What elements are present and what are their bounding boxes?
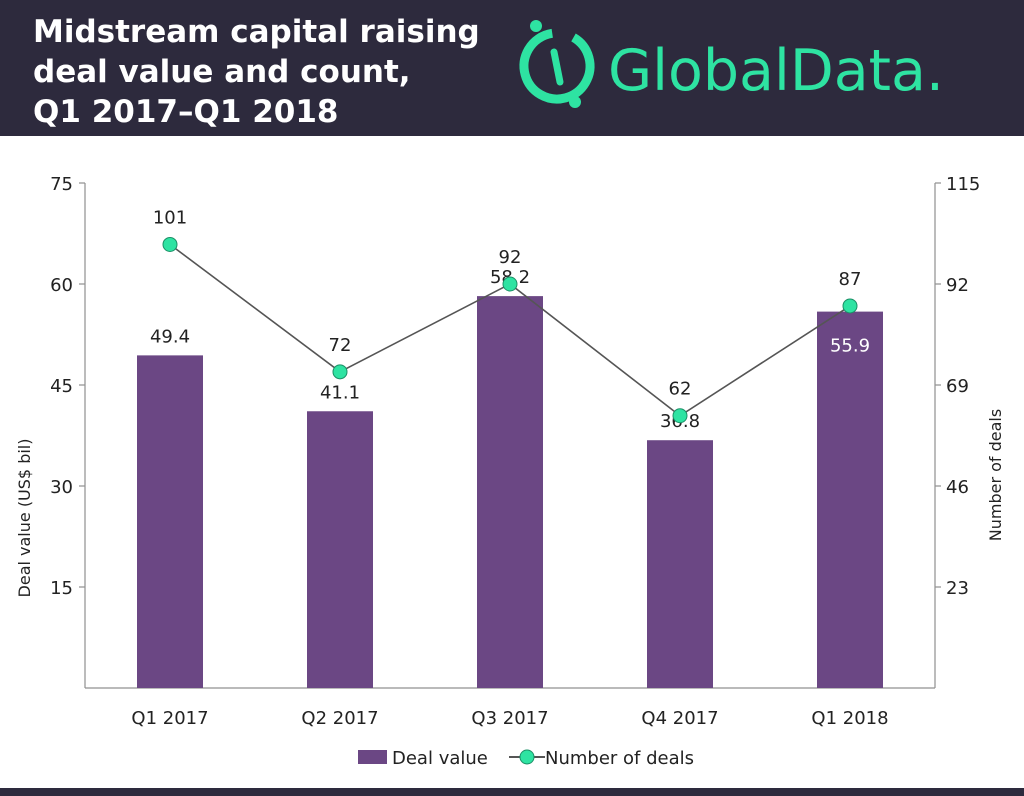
left-tick-label: 75 (50, 174, 73, 195)
left-tick-label: 30 (50, 477, 73, 498)
right-tick-label: 23 (946, 578, 969, 599)
left-axis-ticks: 15 30 45 60 75 (50, 174, 85, 599)
logo-text: GlobalData. (608, 38, 944, 104)
legend-label-deal-value: Deal value (392, 748, 488, 769)
x-tick-label: Q2 2017 (301, 708, 378, 729)
right-tick-label: 69 (946, 376, 969, 397)
line-value-labels: 101 72 92 62 87 (153, 207, 862, 399)
left-tick-label: 60 (50, 275, 73, 296)
line-data-label: 87 (839, 269, 862, 290)
line-marker (332, 364, 348, 380)
line-marker (672, 408, 688, 424)
right-tick-label: 115 (946, 174, 980, 195)
line-data-label: 92 (499, 247, 522, 268)
legend-swatch-deal-value (358, 750, 387, 764)
line-data-label: 101 (153, 207, 187, 228)
left-tick-label: 15 (50, 578, 73, 599)
line-marker (162, 236, 178, 252)
x-tick-label: Q1 2017 (131, 708, 208, 729)
bar-data-label: 55.9 (830, 336, 870, 357)
x-axis-labels: Q1 2017 Q2 2017 Q3 2017 Q4 2017 Q1 2018 (131, 708, 888, 729)
chart-title: Midstream capital raising deal value and… (33, 12, 480, 132)
legend-marker-number-of-deals (519, 749, 535, 765)
bar-series (137, 296, 883, 688)
line-data-label: 72 (329, 335, 352, 356)
bar-value-labels: 49.441.158.236.855.9 (150, 267, 870, 432)
y2-axis-label: Number of deals (986, 409, 1005, 541)
left-tick-label: 45 (50, 376, 73, 397)
title-line-3: Q1 2017–Q1 2018 (33, 94, 339, 130)
bar-deal-value (817, 311, 883, 688)
line-data-label: 62 (669, 379, 692, 400)
title-line-1: Midstream capital raising (33, 14, 480, 50)
legend-label-number-of-deals: Number of deals (545, 748, 694, 769)
y-axis-label: Deal value (US$ bil) (15, 439, 34, 598)
x-tick-label: Q1 2018 (811, 708, 888, 729)
bar-data-label: 41.1 (320, 382, 360, 403)
x-tick-label: Q4 2017 (641, 708, 718, 729)
bar-deal-value (307, 411, 373, 688)
header-banner: Midstream capital raising deal value and… (0, 0, 1024, 136)
title-line-2: deal value and count, (33, 54, 411, 90)
line-marker (502, 276, 518, 292)
bar-deal-value (647, 440, 713, 688)
footer-bar (0, 788, 1024, 796)
right-tick-label: 92 (946, 275, 969, 296)
globaldata-logo-icon (519, 20, 595, 108)
right-axis-ticks: 23 46 69 92 115 (935, 174, 980, 599)
right-tick-label: 46 (946, 477, 969, 498)
x-tick-label: Q3 2017 (471, 708, 548, 729)
bar-deal-value (137, 355, 203, 688)
bar-deal-value (477, 296, 543, 688)
legend: Deal value Number of deals (358, 748, 694, 769)
line-marker (842, 298, 858, 314)
globaldata-logo: GlobalData. (519, 20, 944, 108)
line-series (162, 236, 858, 424)
bar-data-label: 49.4 (150, 326, 190, 347)
